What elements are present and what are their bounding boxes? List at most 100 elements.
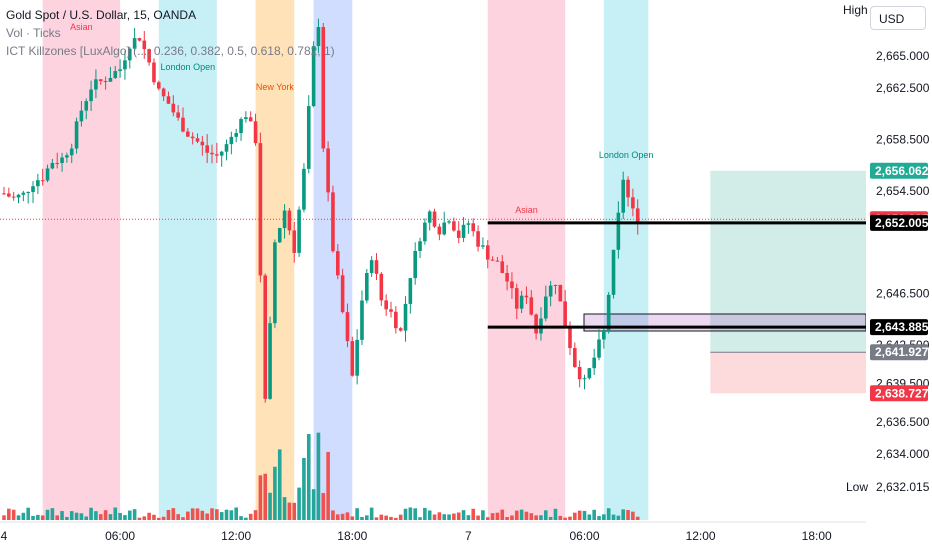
volume-bar (248, 513, 253, 520)
volume-bar (534, 515, 538, 520)
price-axis[interactable] (866, 0, 932, 550)
candle-body (195, 138, 200, 142)
candle-body (248, 117, 253, 122)
candle-body (626, 179, 630, 198)
volume-bar (413, 508, 417, 520)
price-tick-label: 2,654.500 (876, 184, 930, 198)
candle-body (229, 136, 234, 145)
price-badge-label: 2,638.727 (875, 386, 929, 400)
volume-bar (205, 513, 209, 520)
candle-body (423, 222, 427, 242)
volume-bar (553, 508, 558, 520)
candle-body (277, 228, 282, 243)
volume-bar (408, 507, 413, 520)
candle-body (408, 278, 413, 304)
volume-bar (302, 457, 306, 520)
volume-bar (65, 516, 69, 520)
position-profit-zone[interactable] (710, 170, 868, 353)
position-loss-zone[interactable] (710, 352, 868, 394)
volume-bar (181, 517, 185, 520)
volume-bar (447, 514, 451, 520)
volume-bar (113, 507, 118, 520)
volume-bar (215, 509, 219, 520)
price-tick-label: 2,634.000 (876, 447, 930, 461)
candle-body (466, 223, 471, 225)
candle-body (60, 157, 64, 164)
volume-bar (277, 449, 282, 520)
candle-body (350, 341, 355, 376)
candle-body (176, 112, 180, 118)
candle-body (55, 162, 60, 164)
candle-body (287, 210, 292, 231)
candle-body (582, 378, 587, 380)
candle-body (394, 311, 398, 329)
volume-bar (98, 514, 103, 520)
price-tick-label: 2,662.500 (876, 81, 930, 95)
volume-bar (258, 475, 263, 520)
volume-bar (529, 513, 534, 520)
volume-bar (340, 513, 345, 520)
volume-bar (437, 512, 442, 520)
candle-body (481, 245, 485, 247)
price-badge (870, 162, 928, 179)
candle-body (568, 327, 572, 349)
candle-body (219, 151, 224, 156)
volume-bar (123, 515, 127, 520)
candle-body (432, 211, 437, 227)
candle-body (452, 221, 456, 231)
candle-body (152, 62, 156, 83)
volume-bar (89, 507, 93, 520)
volume-bar (418, 517, 422, 520)
volume-bar (616, 515, 621, 520)
volume-bar (369, 507, 374, 520)
volume-bar (229, 510, 234, 520)
volume-bar (631, 511, 635, 520)
candle-body (573, 348, 577, 367)
volume-bar (427, 510, 432, 520)
volume-bar (539, 515, 543, 520)
candle-body (442, 222, 447, 235)
candle-body (239, 119, 243, 134)
volume-bar (485, 517, 490, 520)
volume-bar (432, 514, 437, 520)
volume-indicator-label[interactable]: Vol · Ticks (6, 26, 61, 40)
volume-bar (476, 515, 480, 520)
volume-bar (127, 510, 132, 520)
candle-body (316, 27, 321, 47)
killzone-label: New York (256, 82, 295, 92)
killzones-indicator-label[interactable]: ICT Killzones [LuxAlgo] (..., 0.236, 0.3… (6, 44, 335, 58)
candle-body (476, 231, 480, 247)
volume-bar (239, 516, 243, 520)
volume-bar (142, 516, 147, 520)
volume-bar (132, 509, 137, 520)
candle-body (157, 82, 161, 89)
volume-bar (263, 473, 268, 520)
volume-bar (626, 510, 630, 520)
plot-background[interactable] (0, 0, 866, 520)
candle-body (611, 249, 616, 295)
candle-body (485, 245, 490, 260)
volume-bar (490, 513, 495, 520)
volume-bar (335, 514, 340, 520)
symbol-title[interactable]: Gold Spot / U.S. Dollar, 15, OANDA (6, 8, 197, 22)
currency-button[interactable]: USD (870, 6, 926, 30)
volume-bar (190, 508, 195, 520)
price-badge-label: 2,643.885 (875, 320, 929, 334)
price-badge (870, 344, 928, 361)
candle-body (413, 250, 417, 279)
candle-body (40, 180, 45, 182)
volume-bar (316, 432, 321, 520)
volume-bar (374, 517, 379, 520)
candle-body (311, 46, 316, 107)
candle-body (210, 152, 214, 155)
candle-body (427, 211, 432, 223)
candle-body (510, 281, 514, 289)
volume-bar (195, 508, 200, 520)
volume-bar (398, 514, 403, 520)
candle-body (137, 38, 142, 41)
time-axis[interactable] (0, 522, 866, 550)
volume-bar (234, 507, 238, 520)
volume-bar (365, 515, 369, 520)
